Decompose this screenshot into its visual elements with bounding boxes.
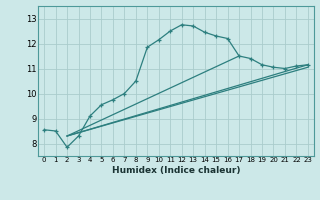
X-axis label: Humidex (Indice chaleur): Humidex (Indice chaleur) bbox=[112, 166, 240, 175]
